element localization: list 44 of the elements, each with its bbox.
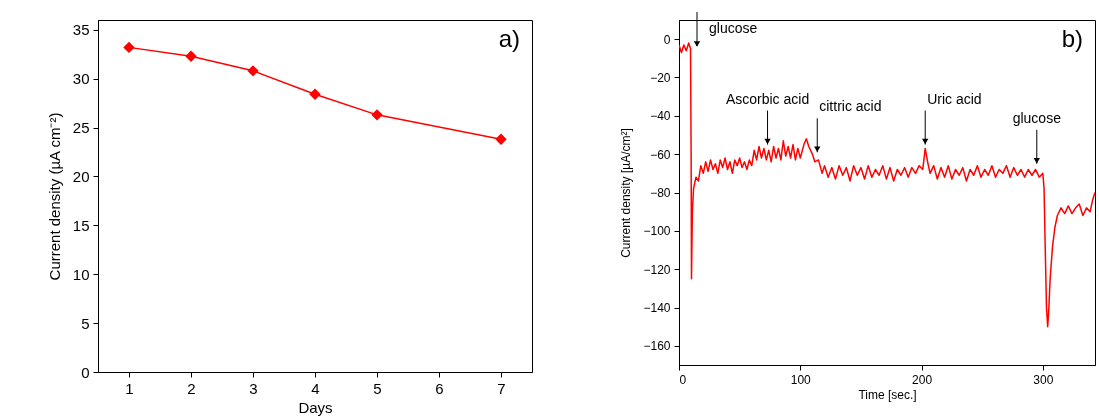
- y-tick-label: 10: [72, 265, 90, 283]
- y-axis-title: Current density [µA/cm²]: [619, 128, 634, 258]
- x-tick-label: 5: [373, 379, 382, 397]
- x-tick-label: 100: [790, 372, 812, 387]
- x-tick-label: 3: [249, 379, 258, 397]
- annotation: Ascorbic acid: [725, 90, 810, 107]
- annotation: glucose: [709, 20, 758, 36]
- y-tick-label: 30: [72, 70, 90, 88]
- x-tick-label: 6: [435, 379, 444, 397]
- point: [247, 65, 259, 77]
- x-tick-label: 1: [125, 379, 134, 397]
- x-tick-label: 7: [497, 379, 506, 397]
- x-tick-label: 4: [311, 379, 320, 397]
- y-tick-label: 20: [72, 167, 90, 185]
- annotation: Uric acid: [927, 90, 982, 107]
- point: [185, 50, 197, 62]
- y-tick-label: −80: [650, 186, 671, 200]
- point: [309, 88, 321, 101]
- x-axis-title: Time [sec.]: [858, 387, 917, 402]
- x-tick-label: 200: [912, 372, 933, 387]
- y-tick-label: 35: [72, 21, 90, 39]
- y-tick-label: −120: [643, 262, 671, 277]
- point: [495, 133, 507, 145]
- point: [371, 109, 383, 121]
- annotation: cittric acid: [819, 98, 882, 115]
- point: [123, 41, 135, 54]
- annotation: b): [1061, 25, 1083, 52]
- y-tick-label: −140: [643, 301, 671, 315]
- y-tick-label: 25: [72, 119, 90, 137]
- y-tick-label: −100: [643, 224, 671, 239]
- y-tick-label: −160: [643, 339, 671, 354]
- annotation: glucose: [1012, 109, 1062, 126]
- y-tick-label: 0: [663, 32, 671, 47]
- x-tick-label: 2: [187, 379, 196, 397]
- annotation: a): [498, 25, 520, 52]
- y-tick-label: −40: [650, 109, 671, 124]
- y-axis-title: Current density (µA cm⁻²): [45, 112, 63, 281]
- y-tick-label: 15: [72, 216, 90, 234]
- y-tick-label: 5: [81, 314, 90, 332]
- x-tick-label: 0: [679, 372, 687, 387]
- x-axis-title: Days: [298, 398, 333, 416]
- y-tick-label: −20: [650, 71, 671, 85]
- x-tick-label: 300: [1033, 372, 1054, 387]
- y-tick-label: −60: [650, 147, 671, 162]
